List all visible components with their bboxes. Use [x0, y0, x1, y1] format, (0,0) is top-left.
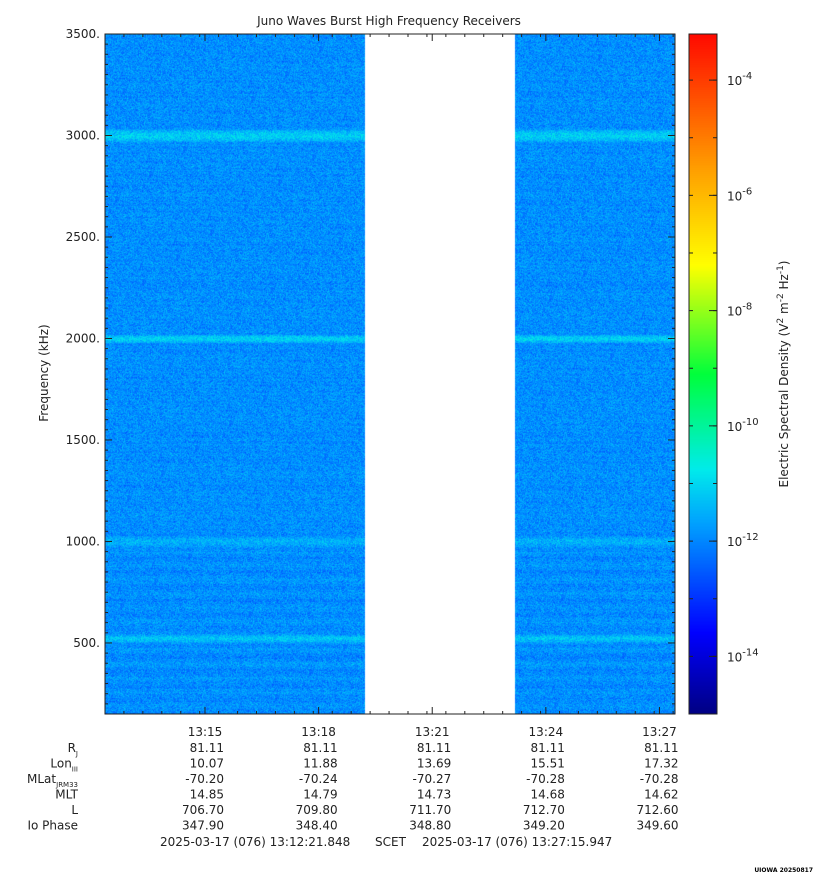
ephemeris-value: 706.70	[182, 803, 224, 817]
y-tick-label: 1500.	[66, 433, 100, 447]
ephemeris-value: 14.79	[303, 788, 337, 802]
ephemeris-value: -70.27	[413, 772, 452, 786]
spectrogram-image	[105, 34, 675, 714]
ephemeris-value: 14.62	[644, 788, 678, 802]
colorbar: 10-4 10-6 10-8 10-10 10-12 10-14 Electric Spec…	[688, 33, 791, 715]
y-tick-label: 3000.	[66, 128, 100, 142]
colorbar-tick-label: 10-4	[727, 71, 752, 88]
ephemeris-value: 81.11	[417, 741, 451, 755]
ephemeris-value: 348.40	[296, 819, 338, 833]
ephemeris-value: 349.20	[523, 819, 565, 833]
ephemeris-value: 347.90	[182, 819, 224, 833]
ephemeris-value: 711.70	[409, 803, 451, 817]
ephemeris-row-label: MLT	[55, 788, 78, 802]
chart-title: Juno Waves Burst High Frequency Receiver…	[256, 14, 521, 28]
y-tick-label: 500.	[73, 636, 100, 650]
ephemeris-value: 10.07	[190, 757, 224, 771]
plot-frame	[104, 33, 676, 715]
colorbar-gradient	[689, 34, 717, 714]
colorbar-tick-label: 10-10	[727, 417, 759, 434]
ephemeris-value: 14.73	[417, 788, 451, 802]
ephemeris-value: 14.85	[190, 788, 224, 802]
time-range-end: 2025-03-17 (076) 13:27:15.947	[422, 835, 612, 849]
colorbar-tick-label: 10-8	[727, 302, 752, 319]
ephemeris-row-label: L	[71, 803, 78, 817]
ephemeris-value: 709.80	[296, 803, 338, 817]
ephemeris-value: 15.51	[530, 757, 564, 771]
ephemeris-row-label: Io Phase	[27, 819, 78, 833]
ephemeris-value: 81.11	[644, 741, 678, 755]
x-tick-label: 13:27	[642, 725, 677, 739]
ephemeris-row-label: LonIII	[50, 757, 78, 774]
ephemeris-value: 81.11	[530, 741, 564, 755]
ephemeris-value: 712.70	[523, 803, 565, 817]
time-range-scet: SCET	[375, 835, 407, 849]
ephemeris-value: 712.60	[636, 803, 678, 817]
y-tick-label: 2500.	[66, 230, 100, 244]
ephemeris-value: 349.60	[636, 819, 678, 833]
ephemeris-value: 17.32	[644, 757, 678, 771]
y-tick-label: 1000.	[66, 534, 100, 548]
ephemeris-value: -70.20	[185, 772, 224, 786]
provenance-stamp: UIOWA 20250817	[754, 867, 813, 874]
ephemeris-value: -70.28	[526, 772, 565, 786]
ephemeris-value: 13.69	[417, 757, 451, 771]
ephemeris-row-label: RJ	[68, 741, 78, 758]
y-tick-label: 2000.	[66, 331, 100, 345]
x-tick-label: 13:21	[415, 725, 450, 739]
colorbar-tick-label: 10-14	[727, 647, 759, 664]
ephemeris-value: 348.80	[409, 819, 451, 833]
ephemeris-value: 81.11	[303, 741, 337, 755]
ephemeris-value: -70.24	[299, 772, 338, 786]
colorbar-label: Electric Spectral Density (V2 m-2 Hz-1)	[776, 260, 791, 487]
ephemeris-value: 81.11	[190, 741, 224, 755]
x-axis: 13:15 13:18 13:21 13:24 13:27	[104, 34, 677, 739]
colorbar-tick-label: 10-12	[727, 532, 759, 549]
ephemeris-value: 14.68	[530, 788, 564, 802]
ephemeris-value: 11.88	[303, 757, 337, 771]
colorbar-tick-label: 10-6	[727, 186, 752, 203]
ephemeris-value: -70.28	[640, 772, 679, 786]
x-tick-label: 13:24	[529, 725, 564, 739]
ephemeris-row-label: MLatJRM33	[27, 772, 78, 789]
spectrogram-plot	[104, 33, 676, 715]
x-tick-label: 13:15	[188, 725, 223, 739]
x-tick-label: 13:18	[301, 725, 336, 739]
y-axis-label: Frequency (kHz)	[37, 324, 51, 421]
y-tick-label: 3500.	[66, 27, 100, 41]
ephemeris-table: RJ 81.11 81.11 81.11 81.11 81.11 LonIII 10.07 11…	[27, 741, 678, 833]
colorbar-frame	[688, 33, 718, 715]
y-axis: 500. 1000. 1500. 2000. 2500. 3000. 3500.	[66, 27, 675, 715]
time-range-start: 2025-03-17 (076) 13:12:21.848	[160, 835, 350, 849]
